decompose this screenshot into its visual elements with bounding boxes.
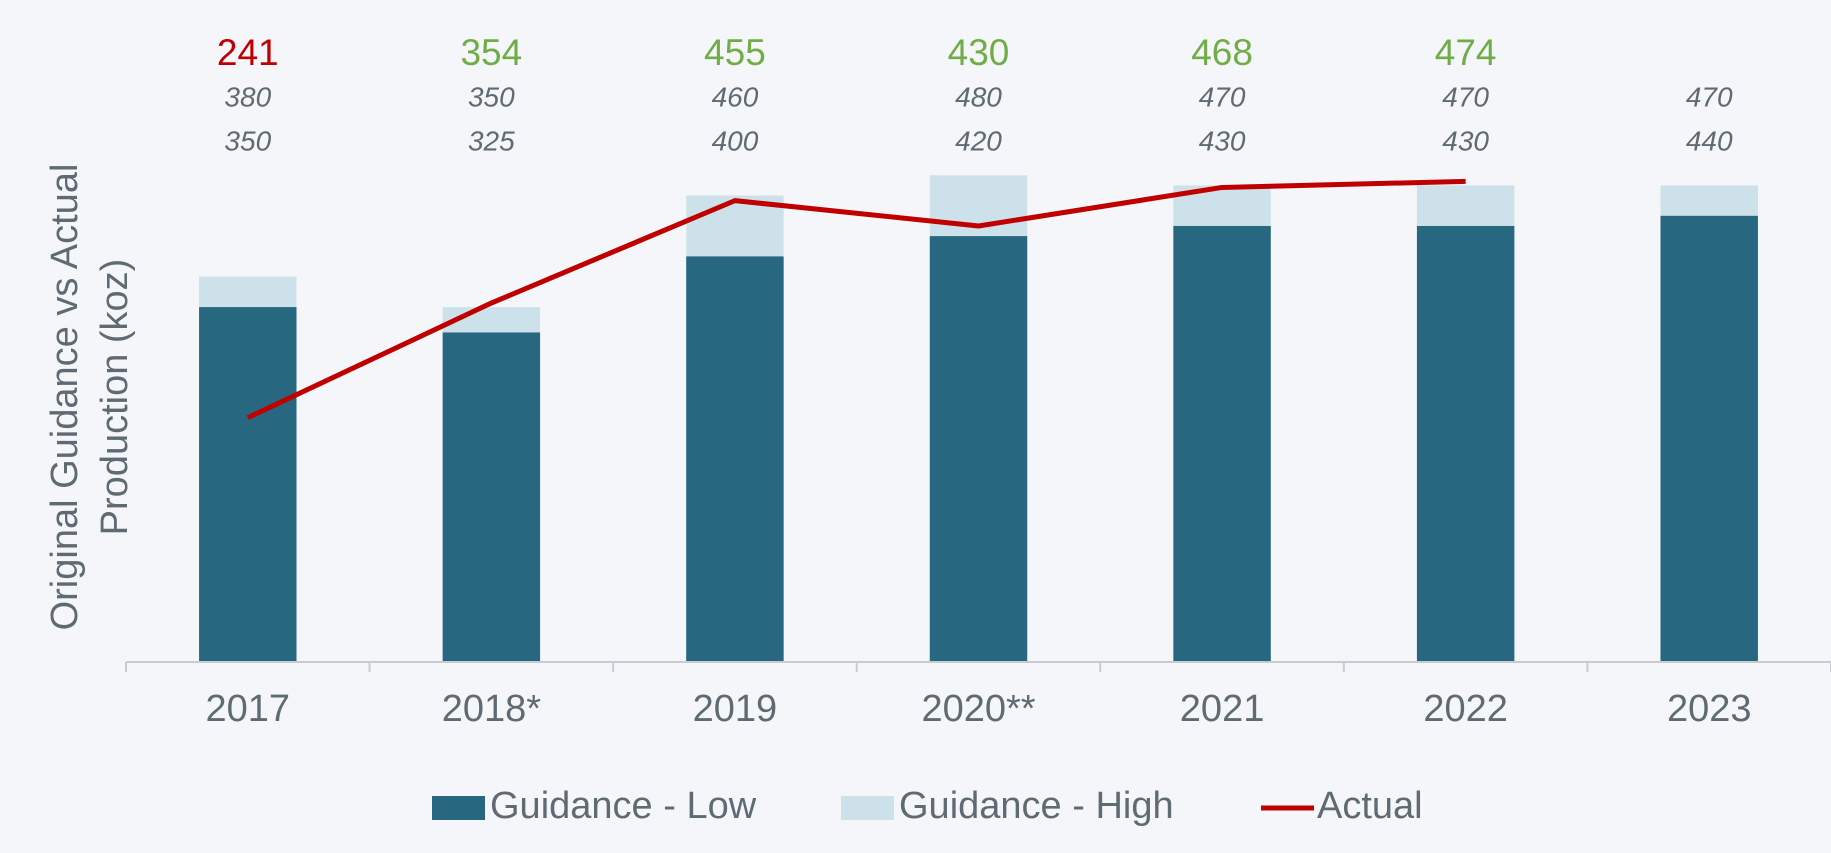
guidance-label: 400 [712,125,759,156]
x-tick-label: 2022 [1423,688,1508,730]
legend-swatch [432,796,485,820]
guidance-label: 325 [468,125,515,156]
guidance-label: 350 [224,125,271,156]
bar [929,236,1028,662]
x-tick-label: 2021 [1180,688,1265,730]
legend-label: Actual [1317,785,1423,827]
y-axis-title: Original Guidance vs Actual Production (… [44,164,136,631]
bar [199,307,297,662]
guidance-label: 460 [712,81,759,112]
bar [1173,225,1271,663]
actual-label: 455 [704,32,766,73]
guidance-label: 440 [1686,125,1733,156]
guidance-label: 480 [955,81,1002,112]
x-tick-label: 2023 [1667,688,1752,730]
actual-label: 430 [948,32,1010,73]
legend-label: Guidance - High [899,785,1174,827]
x-tick-label: 2019 [693,688,778,730]
x-tick-label: 2017 [206,688,291,730]
actual-label: 354 [460,32,522,73]
guidance-label: 470 [1199,81,1246,112]
guidance-label: 420 [955,125,1002,156]
guidance-label: 470 [1686,81,1733,112]
guidance-label: 430 [1442,125,1489,156]
guidance-label: 470 [1442,81,1489,112]
y-axis-title-line: Production (koz) [94,259,136,536]
bar [442,332,541,662]
actual-label: 241 [217,32,279,73]
guidance-label: 350 [468,81,515,112]
y-axis-title-line: Original Guidance vs Actual [44,164,86,631]
bar [1660,215,1758,662]
x-tick-label: 2020** [921,688,1035,730]
x-tick-label: 2018* [442,688,542,730]
actual-label: 468 [1191,32,1253,73]
bar [1416,225,1515,663]
actual-label: 474 [1435,32,1497,73]
bar [686,256,784,662]
legend-swatch [841,796,894,820]
guidance-label: 430 [1199,125,1246,156]
legend-label: Guidance - Low [490,785,757,827]
line [246,178,1466,420]
guidance-label: 380 [224,81,271,112]
